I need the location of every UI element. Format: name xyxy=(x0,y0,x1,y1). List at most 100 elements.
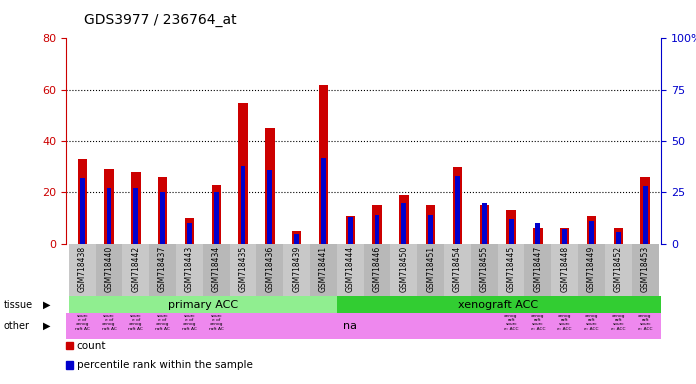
Text: GDS3977 / 236764_at: GDS3977 / 236764_at xyxy=(84,13,236,27)
Bar xyxy=(418,244,444,298)
Text: primary ACC: primary ACC xyxy=(168,300,238,310)
Bar xyxy=(642,186,647,244)
Bar xyxy=(509,219,514,244)
Text: GSM718439: GSM718439 xyxy=(292,245,301,292)
Bar xyxy=(267,170,272,244)
Bar xyxy=(95,244,122,298)
Bar xyxy=(400,195,409,244)
Text: GSM718450: GSM718450 xyxy=(400,245,409,292)
Text: xenog
raft
sourc
e: ACC: xenog raft sourc e: ACC xyxy=(638,314,652,331)
Bar xyxy=(562,230,567,244)
Bar xyxy=(230,244,256,298)
Text: GSM718444: GSM718444 xyxy=(346,245,355,292)
Bar xyxy=(294,233,299,244)
Bar xyxy=(444,244,471,298)
Bar xyxy=(160,192,165,244)
Text: GSM718438: GSM718438 xyxy=(78,245,87,291)
Bar xyxy=(507,210,516,244)
Text: sourc
e of
xenog
raft AC: sourc e of xenog raft AC xyxy=(128,314,143,331)
Bar xyxy=(551,244,578,298)
Bar xyxy=(428,215,433,244)
Text: xenograft ACC: xenograft ACC xyxy=(458,300,538,310)
Bar xyxy=(69,296,337,314)
Text: GSM718437: GSM718437 xyxy=(158,245,167,292)
Text: GSM718440: GSM718440 xyxy=(104,245,113,292)
Bar xyxy=(498,244,525,298)
Text: sourc
e of
xenog
raft AC: sourc e of xenog raft AC xyxy=(155,314,170,331)
Bar xyxy=(321,157,326,244)
Bar xyxy=(616,232,621,244)
Text: GSM718447: GSM718447 xyxy=(533,245,542,292)
Bar xyxy=(471,244,498,298)
Text: GSM718442: GSM718442 xyxy=(132,245,141,291)
Text: GSM718435: GSM718435 xyxy=(239,245,248,292)
Bar xyxy=(158,177,167,244)
Text: count: count xyxy=(77,341,106,351)
Bar xyxy=(187,223,192,244)
Bar xyxy=(214,192,219,244)
Bar xyxy=(80,178,85,244)
Bar xyxy=(238,103,248,244)
Bar xyxy=(372,205,381,244)
Text: xenog
raft
sourc
e: ACC: xenog raft sourc e: ACC xyxy=(611,314,626,331)
Text: xenog
raft
sourc
e: ACC: xenog raft sourc e: ACC xyxy=(584,314,599,331)
Bar xyxy=(203,244,230,298)
Bar xyxy=(184,218,194,244)
Text: GSM718454: GSM718454 xyxy=(453,245,462,292)
Bar xyxy=(77,159,87,244)
Bar xyxy=(587,215,596,244)
Bar xyxy=(363,244,390,298)
Text: sourc
e of
xenog
raft AC: sourc e of xenog raft AC xyxy=(209,314,223,331)
Text: GSM718449: GSM718449 xyxy=(587,245,596,292)
Bar xyxy=(337,244,363,298)
Bar xyxy=(292,231,301,244)
Bar xyxy=(212,185,221,244)
Bar xyxy=(337,296,672,314)
Text: GSM718455: GSM718455 xyxy=(480,245,489,292)
Bar xyxy=(560,228,569,244)
Text: GSM718434: GSM718434 xyxy=(212,245,221,292)
Bar xyxy=(310,244,337,298)
Bar xyxy=(533,228,543,244)
Text: GSM718453: GSM718453 xyxy=(640,245,649,292)
Text: ▶: ▶ xyxy=(43,300,51,310)
Bar xyxy=(149,244,176,298)
Text: GSM718452: GSM718452 xyxy=(614,245,623,291)
Text: GSM718441: GSM718441 xyxy=(319,245,328,291)
Bar xyxy=(589,221,594,244)
Bar xyxy=(426,205,436,244)
Text: other: other xyxy=(3,321,29,331)
Bar xyxy=(632,244,658,298)
Bar xyxy=(535,223,540,244)
Bar xyxy=(265,128,274,244)
Bar xyxy=(402,203,406,244)
Bar xyxy=(66,342,73,349)
Bar xyxy=(480,205,489,244)
Bar xyxy=(241,166,246,244)
Bar xyxy=(66,361,73,369)
Text: percentile rank within the sample: percentile rank within the sample xyxy=(77,360,253,370)
Bar xyxy=(374,215,379,244)
Bar xyxy=(256,244,283,298)
Bar xyxy=(390,244,418,298)
Text: GSM718446: GSM718446 xyxy=(372,245,381,292)
Bar xyxy=(453,167,462,244)
Bar xyxy=(176,244,203,298)
Text: xenog
raft
sourc
e: ACC: xenog raft sourc e: ACC xyxy=(557,314,572,331)
Text: GSM718451: GSM718451 xyxy=(426,245,435,291)
Bar xyxy=(131,172,141,244)
Text: sourc
e of
xenog
raft AC: sourc e of xenog raft AC xyxy=(74,314,90,331)
Bar xyxy=(640,177,650,244)
Bar xyxy=(578,244,605,298)
Text: GSM718448: GSM718448 xyxy=(560,245,569,291)
Text: ▶: ▶ xyxy=(43,321,51,331)
Bar xyxy=(134,189,139,244)
Text: GSM718436: GSM718436 xyxy=(265,245,274,292)
Bar xyxy=(319,84,328,244)
Bar xyxy=(106,189,111,244)
Bar xyxy=(283,244,310,298)
Text: xenog
raft
sourc
e: ACC: xenog raft sourc e: ACC xyxy=(504,314,519,331)
Bar xyxy=(525,244,551,298)
Bar xyxy=(346,215,355,244)
Bar xyxy=(122,244,149,298)
